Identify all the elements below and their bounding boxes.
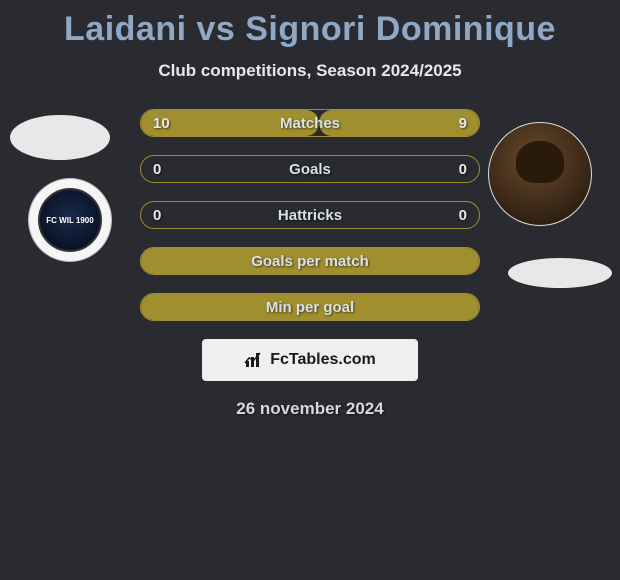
stat-row: Goals per match bbox=[140, 247, 480, 275]
footer-brand-text: FcTables.com bbox=[270, 351, 376, 369]
stat-row: Min per goal bbox=[140, 293, 480, 321]
stat-row: 109Matches bbox=[140, 109, 480, 137]
stat-row: 00Hattricks bbox=[140, 201, 480, 229]
stat-label: Goals per match bbox=[141, 248, 479, 275]
footer-brand-badge: FcTables.com bbox=[202, 339, 418, 381]
chart-icon bbox=[244, 351, 264, 369]
footer-date: 26 november 2024 bbox=[0, 399, 620, 419]
stat-label: Matches bbox=[141, 110, 479, 137]
stat-label: Min per goal bbox=[141, 294, 479, 321]
stats-comparison-panel: 109Matches 00Goals 00Hattricks Goals per ma… bbox=[0, 109, 620, 321]
page-title: Laidani vs Signori Dominique bbox=[0, 0, 620, 49]
stat-label: Hattricks bbox=[141, 202, 479, 229]
stat-label: Goals bbox=[141, 156, 479, 183]
stat-row: 00Goals bbox=[140, 155, 480, 183]
page-subtitle: Club competitions, Season 2024/2025 bbox=[0, 61, 620, 81]
